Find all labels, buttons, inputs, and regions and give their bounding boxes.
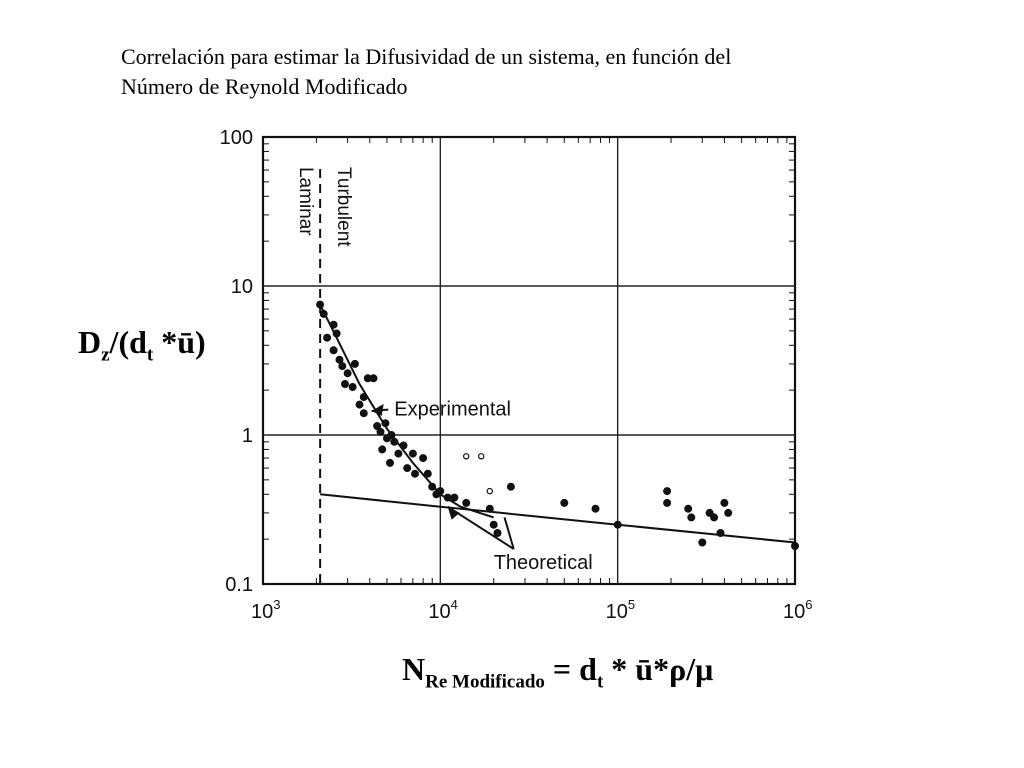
arrow-shaft (503, 517, 515, 550)
data-point (698, 538, 707, 547)
data-point (663, 487, 672, 496)
x-tick-label: 104 (428, 597, 457, 623)
data-point (376, 427, 385, 436)
data-point (450, 493, 459, 502)
data-point (338, 362, 347, 371)
y-tick-label: 10 (231, 276, 253, 298)
data-point (443, 493, 452, 502)
data-point (716, 528, 725, 537)
arrow-shaft (447, 505, 515, 550)
annotation-layer: Experimental Theoretical (371, 399, 593, 574)
x-label-tail: * ū*ρ/μ (603, 651, 714, 687)
data-point (687, 513, 696, 522)
data-point (720, 498, 729, 507)
data-point (319, 309, 328, 318)
arrow-head (371, 403, 384, 416)
data-point (710, 513, 719, 522)
x-label-sub-1: Re Modificado (425, 671, 545, 693)
region-label-laminar: Laminar (295, 167, 316, 236)
data-point (323, 333, 332, 342)
data-point (359, 409, 368, 418)
data-point (790, 541, 799, 550)
x-tick-label: 103 (251, 597, 280, 623)
data-point (411, 469, 420, 478)
data-point (332, 329, 341, 338)
annotation-arrow-experimental (371, 403, 389, 416)
data-point (399, 441, 408, 450)
annotation-arrow-theoretical (447, 505, 515, 550)
data-point (506, 482, 515, 491)
data-point (369, 374, 378, 383)
annotation-theoretical: Theoretical (494, 552, 593, 574)
data-point (394, 449, 403, 458)
data-point (381, 419, 390, 428)
y-label-sub-2: t (146, 344, 154, 366)
data-point (408, 449, 417, 458)
tick-label-layer: 103 104 105 106 100 10 1 0.1 (220, 127, 813, 623)
data-point (390, 437, 399, 446)
data-point (341, 380, 350, 389)
arrow-head (447, 506, 460, 520)
x-tick-label: 105 (606, 597, 635, 623)
data-point (350, 359, 359, 368)
data-point (485, 504, 494, 513)
data-point (403, 464, 412, 473)
data-point (462, 498, 471, 507)
y-label-tail: *ū) (153, 324, 206, 360)
x-label-sub-2: t (596, 671, 604, 693)
data-point (359, 393, 368, 402)
data-point (387, 431, 396, 440)
y-label-mid: /(d (109, 324, 147, 360)
data-point (373, 422, 382, 431)
point-layer (316, 300, 799, 550)
data-point (684, 504, 693, 513)
y-tick-label: 0.1 (225, 574, 253, 596)
y-tick-label: 100 (220, 127, 253, 149)
data-point (378, 445, 387, 454)
y-tick-label: 1 (242, 425, 253, 447)
data-point (560, 498, 569, 507)
y-label-main: D (78, 324, 102, 360)
data-point-open (486, 487, 493, 495)
data-point (489, 520, 498, 529)
data-point (355, 400, 364, 409)
data-point (591, 504, 600, 513)
data-point (348, 383, 357, 392)
data-point (423, 469, 432, 478)
x-axis-label: NRe Modificado = dt * ū*ρ/μ (402, 651, 713, 693)
title-line-1: Correlación para estimar la Difusividad … (121, 44, 732, 69)
y-label-sub-1: z (101, 344, 110, 366)
annotation-arrow-theoretical-2 (503, 517, 515, 550)
x-tick-label: 106 (783, 597, 812, 623)
data-point (663, 498, 672, 507)
data-point (428, 482, 437, 491)
plot-frame (261, 135, 797, 586)
data-point (329, 320, 338, 329)
grid-layer (261, 135, 797, 586)
data-point (436, 487, 445, 496)
y-axis-label: Dz/(dt *ū) (78, 324, 206, 366)
x-label-mid: = d (544, 651, 597, 687)
data-point-open (478, 453, 485, 460)
region-layer: Laminar Turbulent (295, 167, 354, 584)
title-line-2: Número de Reynold Modificado (121, 74, 408, 99)
data-point (493, 528, 502, 537)
series-line-theoretical (319, 493, 796, 544)
data-point (343, 369, 352, 378)
data-point (386, 458, 395, 467)
slide-title: Correlación para estimar la Difusividad … (121, 42, 941, 102)
data-point (419, 454, 428, 463)
annotation-experimental: Experimental (394, 399, 511, 421)
data-point (329, 346, 338, 355)
x-label-main: N (402, 651, 426, 687)
data-point-open (463, 453, 470, 460)
data-point (613, 520, 622, 529)
data-point (335, 355, 344, 364)
region-label-turbulent: Turbulent (333, 167, 354, 247)
data-point (316, 300, 325, 309)
data-point (724, 508, 733, 517)
